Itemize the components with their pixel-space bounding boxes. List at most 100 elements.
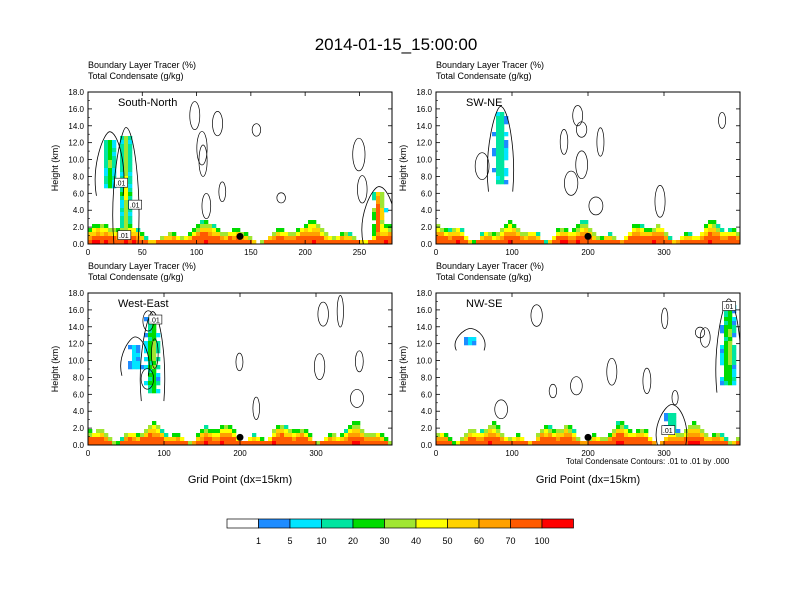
x-tick-label: 200 xyxy=(581,248,595,257)
tracer-cell xyxy=(152,425,157,430)
tracer-cell xyxy=(168,236,173,241)
tracer-cell xyxy=(640,228,645,233)
tracer-cell xyxy=(720,236,725,241)
tracer-cell xyxy=(548,441,553,445)
tracer-cell xyxy=(120,208,125,213)
tracer-cell xyxy=(196,236,201,241)
tracer-cell xyxy=(556,236,561,241)
tracer-cell xyxy=(168,240,173,244)
tracer-cell xyxy=(128,172,133,177)
tracer-cell xyxy=(616,441,621,445)
tracer-cell xyxy=(380,240,385,244)
tracer-cell xyxy=(492,429,497,434)
tracer-cell xyxy=(296,437,301,442)
tracer-cell xyxy=(328,236,333,241)
tracer-cell xyxy=(632,232,637,237)
tracer-cell xyxy=(356,433,361,438)
tracer-cell xyxy=(160,236,165,241)
condensate-contour xyxy=(487,105,514,192)
tracer-cell xyxy=(500,168,505,173)
tracer-cell xyxy=(368,441,373,445)
tracer-cell xyxy=(692,236,697,241)
tracer-cell xyxy=(204,433,209,438)
tracer-cell xyxy=(132,349,137,354)
tracer-cell xyxy=(544,433,549,438)
y-tick-label: 8.0 xyxy=(73,373,85,382)
y-tick-label: 10.0 xyxy=(416,156,432,165)
tracer-cell xyxy=(720,357,725,362)
tracer-cell xyxy=(124,196,129,201)
tracer-cell xyxy=(524,232,529,237)
tracer-cell xyxy=(148,333,153,338)
tracer-cell xyxy=(732,365,737,370)
tracer-cell xyxy=(340,441,345,445)
tracer-cell xyxy=(324,441,329,445)
tracer-cell xyxy=(636,224,641,229)
x-tick-label: 0 xyxy=(86,449,91,458)
x-tick-label: 100 xyxy=(505,449,519,458)
tracer-cell xyxy=(508,240,513,244)
y-tick-label: 10.0 xyxy=(416,357,432,366)
condensate-contour xyxy=(530,304,543,327)
tracer-cell xyxy=(104,180,109,185)
tracer-cell xyxy=(96,441,101,445)
y-tick-label: 14.0 xyxy=(68,323,84,332)
tracer-cell xyxy=(532,441,537,445)
tracer-cell xyxy=(156,345,161,350)
tracer-cell xyxy=(192,228,197,233)
tracer-cell xyxy=(152,325,157,330)
tracer-cell xyxy=(340,236,345,241)
tracer-cell xyxy=(196,437,201,442)
tracer-cell xyxy=(100,437,105,442)
y-tick-label: 18.0 xyxy=(416,88,432,97)
y-axis-label: Height (km) xyxy=(50,346,60,393)
tracer-cell xyxy=(672,417,677,422)
tracer-cell xyxy=(152,385,157,390)
colorbar-segment xyxy=(289,518,322,529)
tracer-cell xyxy=(156,381,161,386)
tracer-cell xyxy=(484,232,489,237)
colorbar: 1 5 10 20 30 40 50 60 70 100 xyxy=(226,518,574,546)
tracer-cell xyxy=(724,309,729,314)
x-tick-label: 0 xyxy=(434,449,439,458)
x-tick-label: 200 xyxy=(581,449,595,458)
tracer-cell xyxy=(612,441,617,445)
tracer-cell xyxy=(236,228,241,233)
tracer-cell xyxy=(232,232,237,237)
tracer-cell xyxy=(360,429,365,434)
tracer-cell xyxy=(496,116,501,121)
tracer-cell xyxy=(124,164,129,169)
tracer-cell xyxy=(556,228,561,233)
tracer-cell xyxy=(104,176,109,181)
tracer-cell xyxy=(700,437,705,442)
contour-label-box xyxy=(148,314,163,325)
location-marker xyxy=(236,433,244,441)
tracer-cell xyxy=(564,236,569,241)
tracer-cell xyxy=(568,441,573,445)
tracer-cell xyxy=(144,357,149,362)
tracer-cell xyxy=(532,232,537,237)
x-tick-label: 100 xyxy=(505,248,519,257)
tracer-cell xyxy=(144,341,149,346)
tracer-cell xyxy=(360,433,365,438)
tracer-cell xyxy=(276,240,281,244)
tracer-cell xyxy=(504,144,509,149)
tracer-cell xyxy=(504,441,509,445)
tracer-cell xyxy=(272,240,277,244)
tracer-cell xyxy=(300,429,305,434)
condensate-contour xyxy=(576,121,588,138)
tracer-cell xyxy=(320,228,325,233)
y-tick-label: 2.0 xyxy=(421,424,433,433)
tracer-cell xyxy=(124,144,129,149)
tracer-cell xyxy=(108,437,113,442)
tracer-cell xyxy=(128,228,133,233)
tracer-cell xyxy=(628,433,633,438)
tracer-cell xyxy=(496,124,501,129)
tracer-cell xyxy=(604,437,609,442)
tracer-cell xyxy=(208,232,213,237)
tracer-cell xyxy=(492,441,497,445)
tracer-cell xyxy=(728,317,733,322)
tracer-cell xyxy=(484,429,489,434)
tracer-cell xyxy=(292,429,297,434)
tracer-cell xyxy=(476,441,481,445)
